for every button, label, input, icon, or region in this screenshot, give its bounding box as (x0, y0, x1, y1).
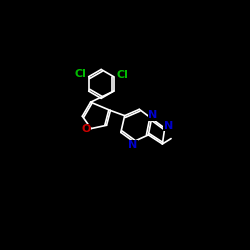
Text: O: O (81, 124, 90, 134)
Text: N: N (164, 121, 173, 131)
Text: Cl: Cl (116, 70, 128, 80)
Text: N: N (128, 140, 137, 150)
Text: N: N (148, 110, 157, 120)
Text: Cl: Cl (74, 69, 86, 79)
